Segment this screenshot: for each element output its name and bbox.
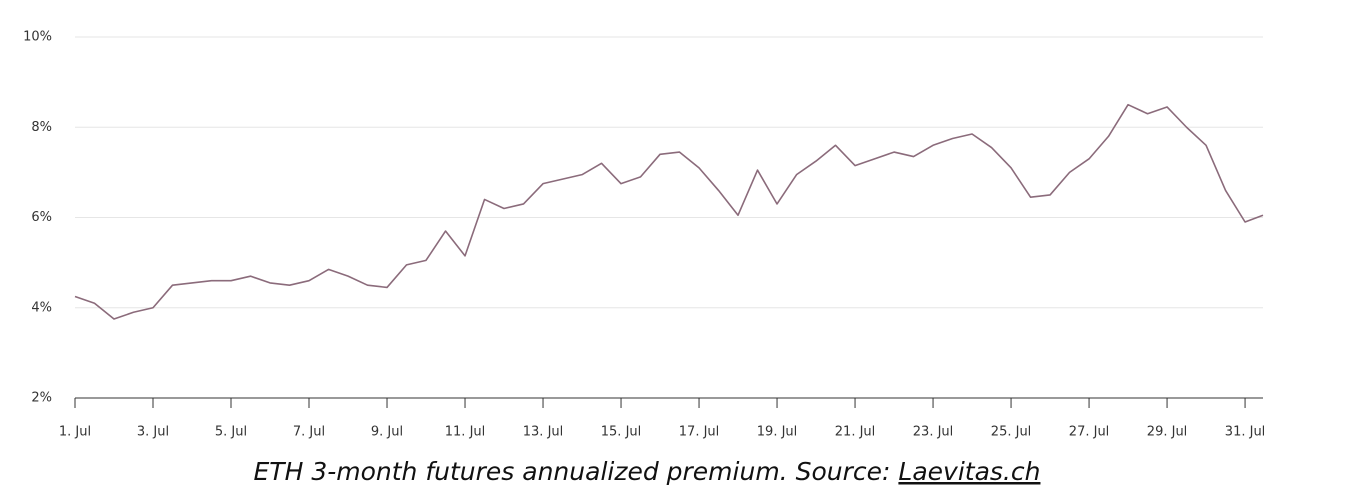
x-tick-label: 13. Jul [523,425,564,440]
source-link[interactable]: Laevitas.ch [898,457,1040,486]
x-tick-label: 31. Jul [1225,425,1266,440]
x-tick-label: 9. Jul [371,425,403,440]
y-tick-label: 4% [31,300,52,315]
x-tick-label: 21. Jul [835,425,876,440]
y-tick-label: 10% [23,30,52,45]
x-tick-label: 11. Jul [445,425,486,440]
y-tick-label: 2% [31,391,52,406]
caption: ETH 3-month futures annualized premium. … [254,457,1041,486]
data-line [74,103,1264,320]
y-tick-label: 8% [31,120,52,135]
x-tick-label: 7. Jul [293,425,325,440]
y-tick-label: 6% [31,210,52,225]
x-tick-label: 27. Jul [1069,425,1110,440]
x-tick-label: 19. Jul [757,425,798,440]
x-tick-label: 15. Jul [601,425,642,440]
x-tick-label: 23. Jul [913,425,954,440]
x-tick-label: 25. Jul [991,425,1032,440]
caption-text: ETH 3-month futures annualized premium. … [254,457,891,486]
x-tick-label: 5. Jul [215,425,247,440]
x-tick-label: 1. Jul [59,425,91,440]
x-tick-label: 29. Jul [1147,425,1188,440]
x-tick-label: 3. Jul [137,425,169,440]
x-tick-label: 17. Jul [679,425,720,440]
